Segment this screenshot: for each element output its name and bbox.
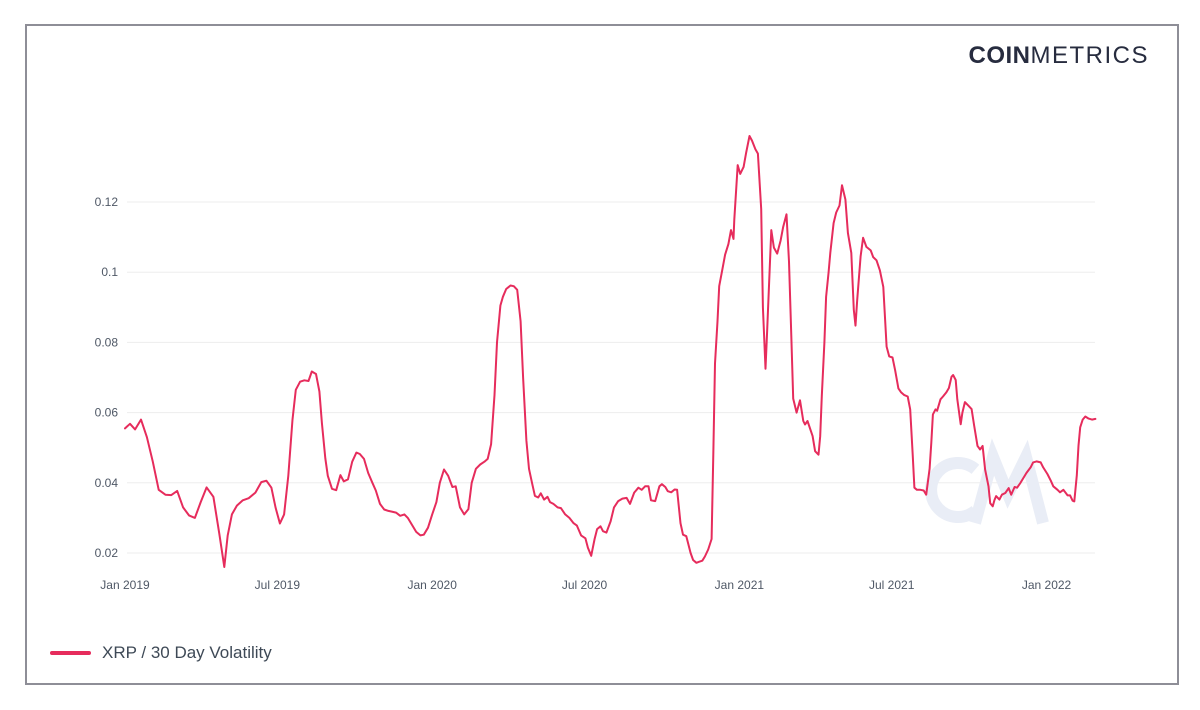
y-axis-tick-label: 0.02 [95,546,119,560]
coinmetrics-logo: COINMETRICS [969,42,1150,70]
x-axis-tick-label: Jul 2021 [869,578,915,592]
y-axis-tick-label: 0.06 [95,406,119,420]
y-axis-tick-label: 0.1 [101,265,118,279]
y-axis-tick-label: 0.12 [95,195,119,209]
logo-coin: COIN [968,42,1031,69]
x-axis-tick-label: Jan 2019 [100,578,150,592]
y-axis-tick-label: 0.08 [95,335,119,349]
legend: XRP / 30 Day Volatility [50,638,272,668]
x-axis-tick-label: Jan 2021 [715,578,765,592]
y-axis-tick-label: 0.04 [95,476,119,490]
x-axis-tick-label: Jul 2020 [562,578,608,592]
legend-label: XRP / 30 Day Volatility [102,643,272,662]
chart-card: 0.02 0.04 0.06 0.08 0.1 0.12 Jan 2019 Jul 2019 J… [25,24,1179,685]
x-axis-tick-label: Jul 2019 [255,578,301,592]
x-axis-tick-label: Jan 2022 [1022,578,1072,592]
x-axis-tick-label: Jan 2020 [407,578,457,592]
logo-metrics: METRICS [1030,42,1149,69]
volatility-line-chart: 0.02 0.04 0.06 0.08 0.1 0.12 Jan 2019 Jul 2019 J… [95,135,1097,592]
watermark-cm-icon [925,457,980,523]
xrp-volatility-line [124,135,1097,568]
legend-line-swatch [50,651,91,655]
